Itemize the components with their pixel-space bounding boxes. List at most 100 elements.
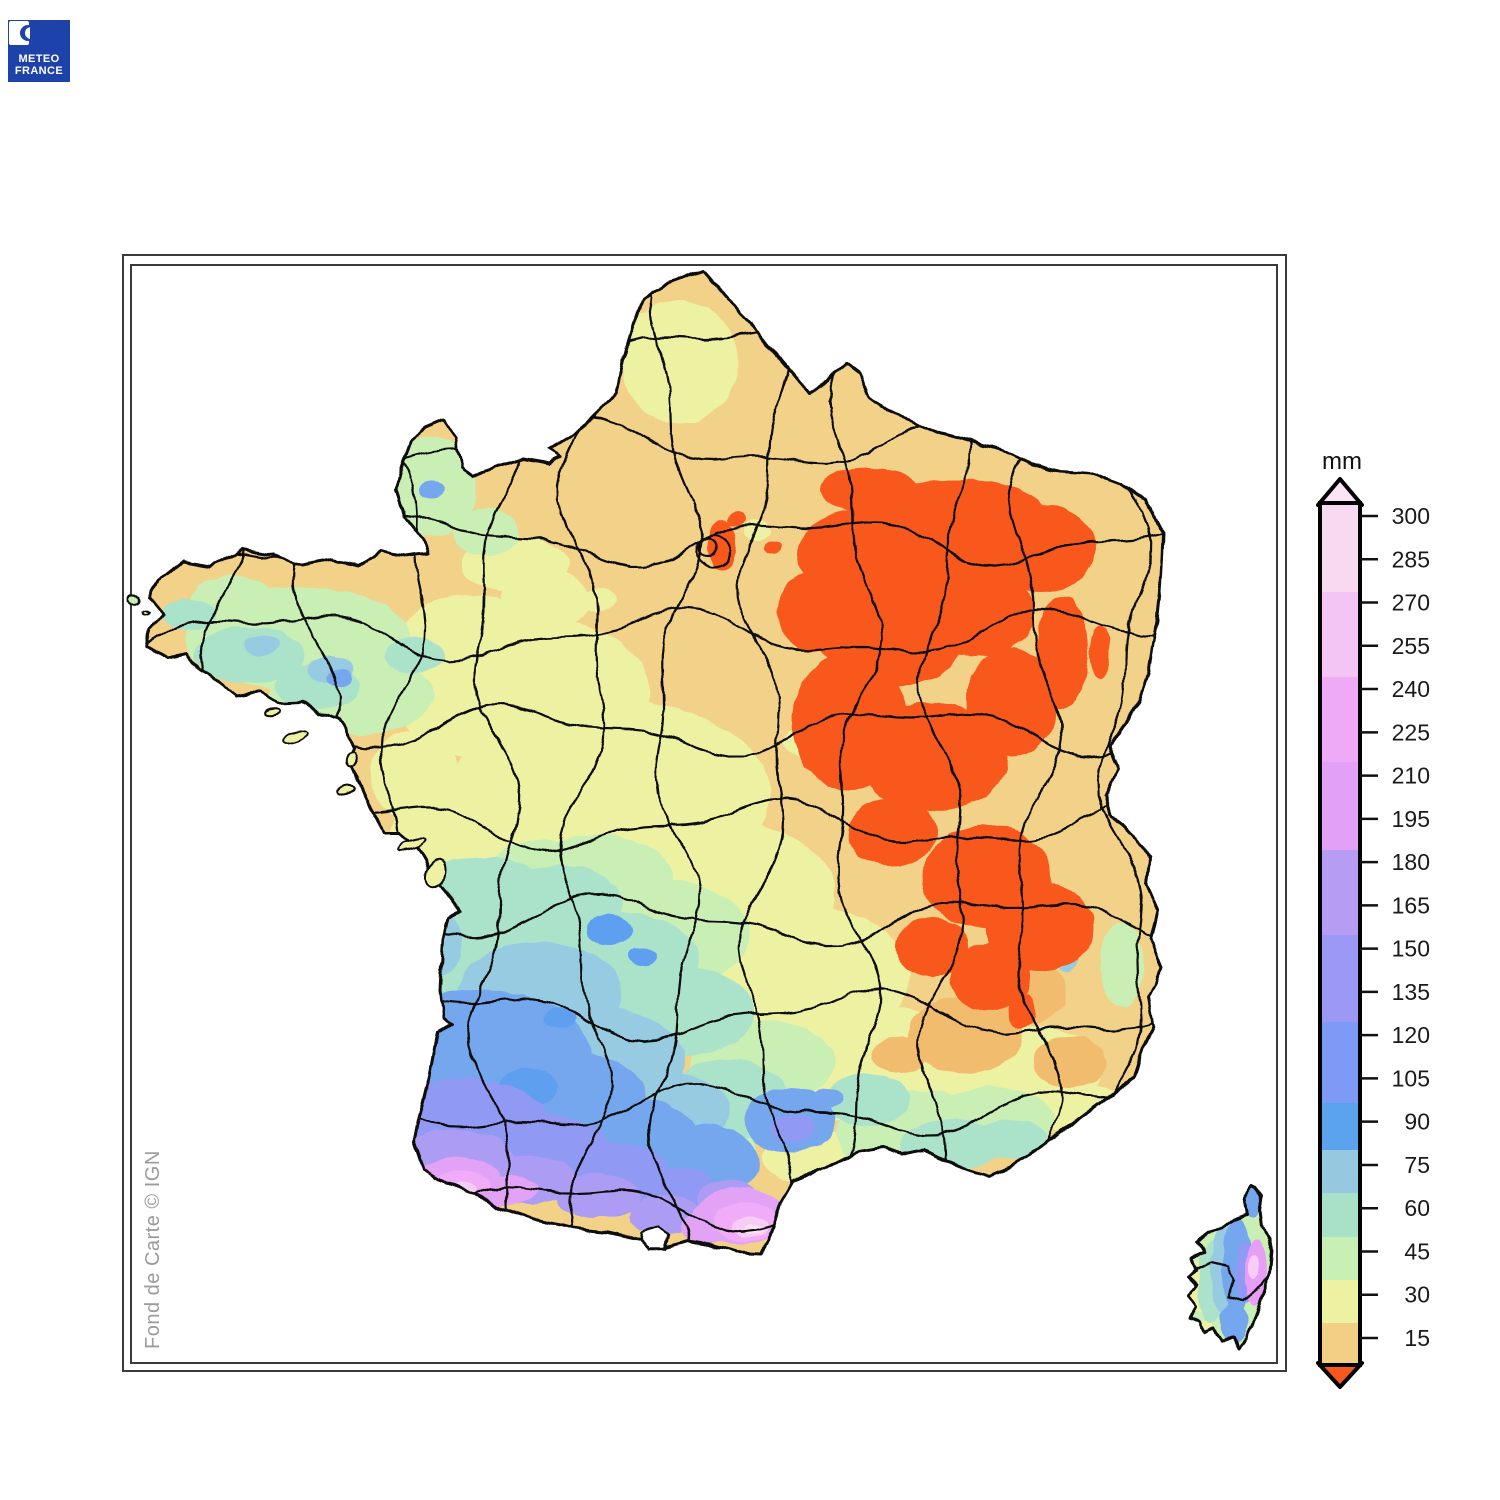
island — [281, 729, 309, 745]
precip-region-blue2 — [544, 1008, 576, 1028]
france-fill-group — [146, 271, 1163, 1253]
island — [125, 595, 141, 605]
logo-text-line2: FRANCE — [14, 65, 64, 77]
island — [336, 784, 356, 796]
legend-tick-label: 270 — [1392, 590, 1430, 616]
paris-department-ring — [698, 538, 718, 558]
department-boundary — [286, 271, 345, 1253]
precip-region-seafoam — [976, 1120, 1048, 1160]
precip-region-red — [820, 468, 920, 512]
precip-region-yellow — [614, 312, 682, 372]
frame-inner-border — [130, 264, 1278, 1364]
legend-band-75-90 — [1320, 1103, 1360, 1150]
precip-region-seafoam — [385, 637, 445, 673]
precip-region-yellow — [370, 730, 460, 820]
legend-band-150-180 — [1320, 850, 1360, 935]
precip-region-blue — [813, 1088, 843, 1108]
precip-region-red — [950, 943, 1030, 1011]
legend-band-180-210 — [1320, 762, 1360, 850]
andorra-cutout — [640, 1225, 670, 1251]
precip-region-cyanblue — [244, 635, 280, 655]
legend-band-270-300 — [1320, 503, 1360, 592]
precip-region-red — [708, 519, 736, 571]
precip-region-purple — [556, 1174, 640, 1218]
legend-colorbar: 300 285 270 255 240 225 210 195 180 165 150 135 120 1… — [1316, 477, 1430, 1389]
legend-tick-label: 45 — [1404, 1238, 1430, 1264]
legend-tick-label: 105 — [1392, 1065, 1430, 1091]
legend-tick-label: 75 — [1404, 1152, 1430, 1178]
legend-band-240-270 — [1320, 592, 1360, 677]
precip-region-red — [890, 520, 1030, 600]
island — [396, 837, 428, 851]
legend-tick-label: 180 — [1392, 849, 1430, 875]
legend-tick-label: 135 — [1392, 979, 1430, 1005]
precip-region-red — [966, 648, 1058, 756]
meteo-france-logo: METEO FRANCE — [8, 20, 70, 82]
precip-region-red — [727, 512, 747, 526]
legend-band-90-120 — [1320, 1022, 1360, 1103]
legend-unit-label: mm — [1322, 448, 1362, 475]
department-boundary — [146, 606, 1163, 663]
legend-tick-label: 210 — [1392, 763, 1430, 789]
precip-region-orangetan — [1034, 1036, 1106, 1088]
precip-region-red — [1036, 596, 1088, 708]
map-frame — [122, 254, 1287, 1372]
logo-text-line1: METEO — [18, 53, 60, 65]
precip-region-green — [1100, 923, 1144, 1007]
legend-bar-border — [1318, 501, 1362, 1367]
legend-tick-label: 150 — [1392, 936, 1430, 962]
legend-band-120-150 — [1320, 935, 1360, 1022]
legend-tick-label: 285 — [1392, 546, 1430, 572]
precip-region-green — [454, 508, 518, 556]
legend-tick-label: 300 — [1392, 503, 1430, 529]
precip-region-red — [847, 798, 937, 866]
precip-region-blue2 — [628, 948, 656, 966]
legend-band-45-60 — [1320, 1193, 1360, 1237]
precip-region-seafoam — [826, 1074, 910, 1126]
precip-region-red — [1090, 626, 1110, 678]
corsica-coastline — [1186, 1184, 1274, 1350]
legend-tick-label: 240 — [1392, 676, 1430, 702]
corsica-precip-pink — [1248, 1256, 1258, 1280]
precip-region-blue — [419, 481, 445, 499]
legend-tick-label: 30 — [1404, 1282, 1430, 1308]
legend-tick-label: 165 — [1392, 892, 1430, 918]
precip-region-red — [778, 572, 846, 652]
map-crinkled-group — [125, 269, 1274, 1350]
map-layer — [125, 269, 1274, 1350]
department-boundary — [646, 271, 704, 1253]
legend-tick-label: 225 — [1392, 719, 1430, 745]
precip-region-red — [856, 703, 1008, 811]
precip-region-yellow — [500, 570, 590, 630]
legend-band-30-45 — [1320, 1237, 1360, 1280]
precip-region-orangetan — [872, 1037, 928, 1073]
legend-band-60-75 — [1320, 1150, 1360, 1193]
precip-region-red — [1009, 992, 1035, 1028]
precip-region-red — [764, 542, 780, 554]
precip-region-red — [896, 917, 968, 977]
corsica-precip-blue — [1220, 1302, 1248, 1342]
legend-tick-label: 90 — [1404, 1109, 1430, 1135]
legend-tick-label: 120 — [1392, 1022, 1430, 1048]
island — [142, 609, 150, 615]
precip-region-blue — [327, 670, 353, 686]
frame-outer-border — [122, 254, 1287, 1372]
island — [264, 707, 280, 717]
corsica-department-boundary — [1193, 1260, 1271, 1302]
island — [345, 751, 359, 769]
legend-tick-label: 195 — [1392, 806, 1430, 832]
precip-region-blue2 — [587, 915, 633, 945]
legend-band-210-240 — [1320, 677, 1360, 762]
legend-band-0-15 — [1320, 1323, 1360, 1365]
island — [425, 858, 447, 890]
map-credit: Fond de Carte © IGN — [142, 1150, 164, 1349]
department-boundary — [736, 271, 793, 1253]
department-boundary — [196, 271, 254, 1253]
france-coastline — [144, 269, 1165, 1255]
legend-tick-label: 60 — [1404, 1195, 1430, 1221]
legend-tick-label: 255 — [1392, 633, 1430, 659]
paris-department-ring — [696, 534, 732, 570]
legend-band-15-30 — [1320, 1280, 1360, 1323]
